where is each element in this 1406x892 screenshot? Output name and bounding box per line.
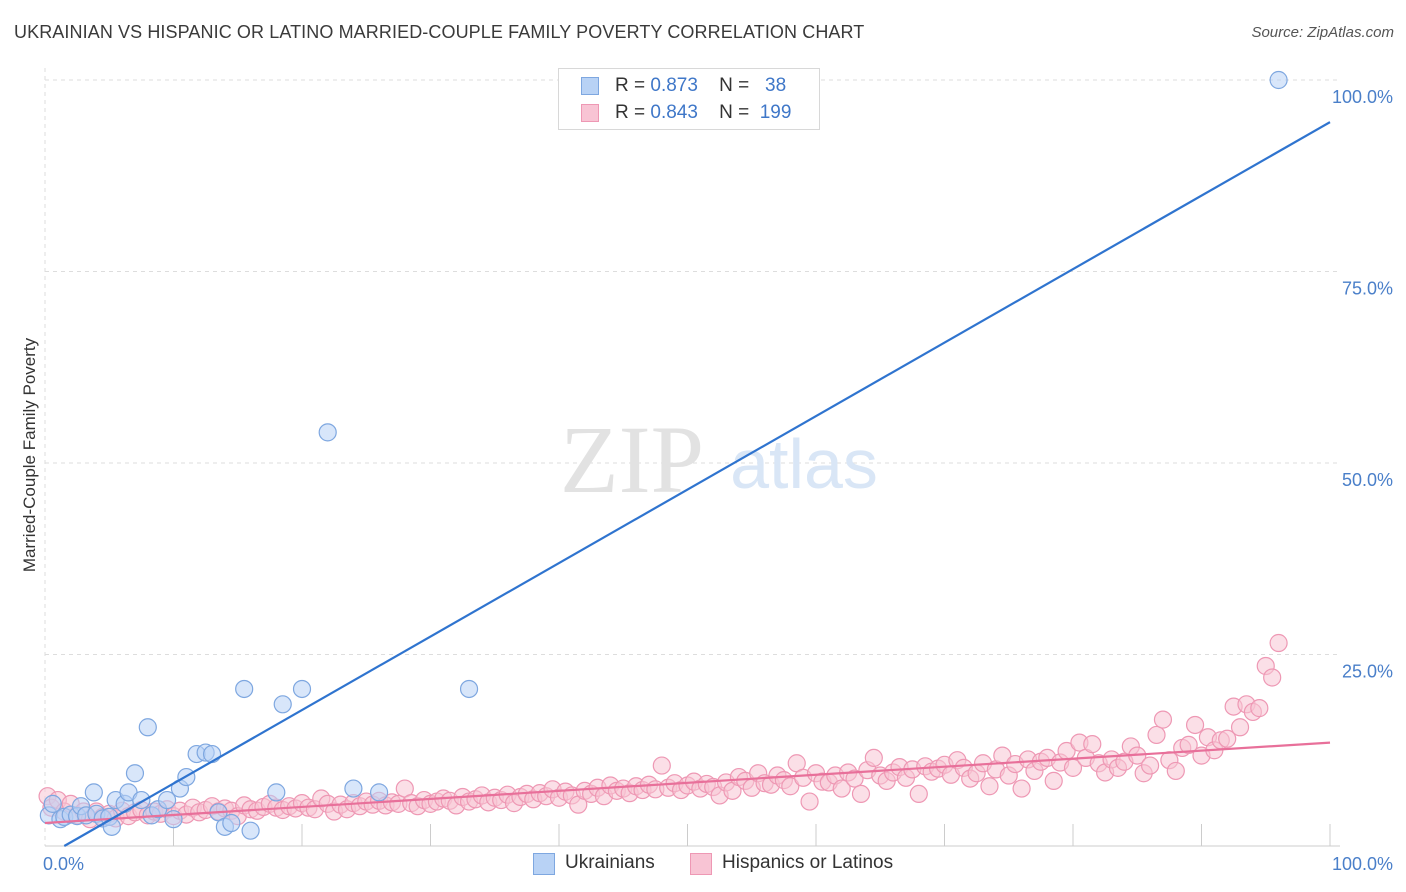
ukrainian-point	[318, 423, 337, 442]
ukrainian-point	[84, 783, 103, 802]
ukrainian-point	[138, 718, 157, 737]
hispanic-point	[1250, 699, 1269, 718]
ukrainian-point	[102, 817, 121, 836]
ukrainian-point	[157, 790, 177, 810]
chart-title: UKRAINIAN VS HISPANIC OR LATINO MARRIED-…	[14, 22, 865, 42]
hispanic-point	[1263, 668, 1282, 687]
hispanic-trend-line	[44, 741, 1331, 825]
y-tick-label: 100.0%	[1332, 87, 1393, 107]
ukrainian-point	[1269, 70, 1288, 90]
ukrainian-point	[344, 779, 363, 798]
ukrainian-point	[164, 810, 183, 829]
n-label: N =	[719, 102, 750, 123]
ukrainian-point	[241, 821, 260, 840]
n-value: 199	[759, 102, 792, 123]
watermark: ZIP atlas	[560, 406, 878, 513]
ukrainian-point	[43, 794, 62, 813]
trend-lines	[44, 121, 1331, 847]
ukrainian-point	[222, 813, 241, 833]
r-label: R =	[615, 102, 646, 123]
hispanic-point	[980, 777, 999, 796]
r-value: 0.873	[650, 75, 698, 96]
tick-labels: 25.0% 50.0% 75.0% 100.0% 0.0% 100.0%	[43, 87, 1393, 874]
hispanic-point	[652, 756, 671, 775]
ukrainian-point	[292, 679, 312, 699]
hispanic-point	[1044, 771, 1063, 790]
x-tick-label-max: 100.0%	[1332, 854, 1393, 874]
stats-legend: R = 0.873 N = 38 R = 0.843 N = 199	[558, 68, 820, 130]
hispanic-point	[1230, 718, 1250, 737]
hispanic-point	[1185, 715, 1205, 735]
ukrainian-trend-line	[63, 121, 1331, 847]
ukrainian-point	[370, 783, 389, 802]
y-tick-label: 25.0%	[1342, 662, 1393, 682]
ukrainian-point	[235, 679, 254, 699]
ukrainian-point	[267, 783, 286, 802]
hispanic-point	[781, 777, 800, 796]
legend-label-hispanics: Hispanics or Latinos	[722, 852, 894, 873]
hispanic-point	[1012, 779, 1031, 798]
ukrainian-point	[273, 695, 292, 714]
hispanic-point	[1179, 735, 1198, 754]
pink-swatch	[581, 104, 599, 122]
r-label: R =	[615, 75, 646, 96]
n-value: 38	[765, 75, 787, 96]
hispanic-point	[1269, 633, 1288, 653]
y-tick-label: 50.0%	[1342, 470, 1393, 490]
hispanic-point	[1153, 710, 1173, 729]
ukrainian-point	[125, 764, 145, 783]
series-legend: Ukrainians Hispanics or Latinos	[0, 850, 1406, 880]
hispanic-point	[909, 784, 928, 804]
blue-swatch	[533, 853, 555, 875]
ukrainian-point	[202, 744, 222, 764]
hispanic-point	[1147, 725, 1166, 745]
y-tick-label: 75.0%	[1342, 279, 1393, 299]
hispanic-points	[38, 633, 1288, 829]
r-value: 0.843	[650, 102, 698, 123]
source-label: Source: ZipAtlas.com	[1251, 24, 1394, 41]
n-label: N =	[719, 75, 750, 96]
hispanic-point	[864, 748, 883, 768]
hispanic-point	[1083, 735, 1102, 754]
hispanic-point	[1166, 761, 1185, 781]
hispanic-point	[845, 769, 864, 788]
hispanic-point	[800, 792, 819, 811]
blue-swatch	[581, 77, 599, 95]
legend-label-ukrainians: Ukrainians	[565, 852, 655, 873]
pink-swatch	[690, 853, 712, 875]
ukrainian-points	[39, 70, 1288, 840]
hispanic-point	[851, 784, 871, 804]
x-tick-label-min: 0.0%	[43, 854, 84, 874]
watermark-atlas: atlas	[730, 425, 878, 503]
hispanic-point	[1140, 756, 1160, 775]
hispanic-point	[1218, 729, 1237, 748]
ukrainian-point	[459, 679, 479, 699]
watermark-zip: ZIP	[560, 406, 704, 513]
hispanic-point	[832, 779, 851, 798]
